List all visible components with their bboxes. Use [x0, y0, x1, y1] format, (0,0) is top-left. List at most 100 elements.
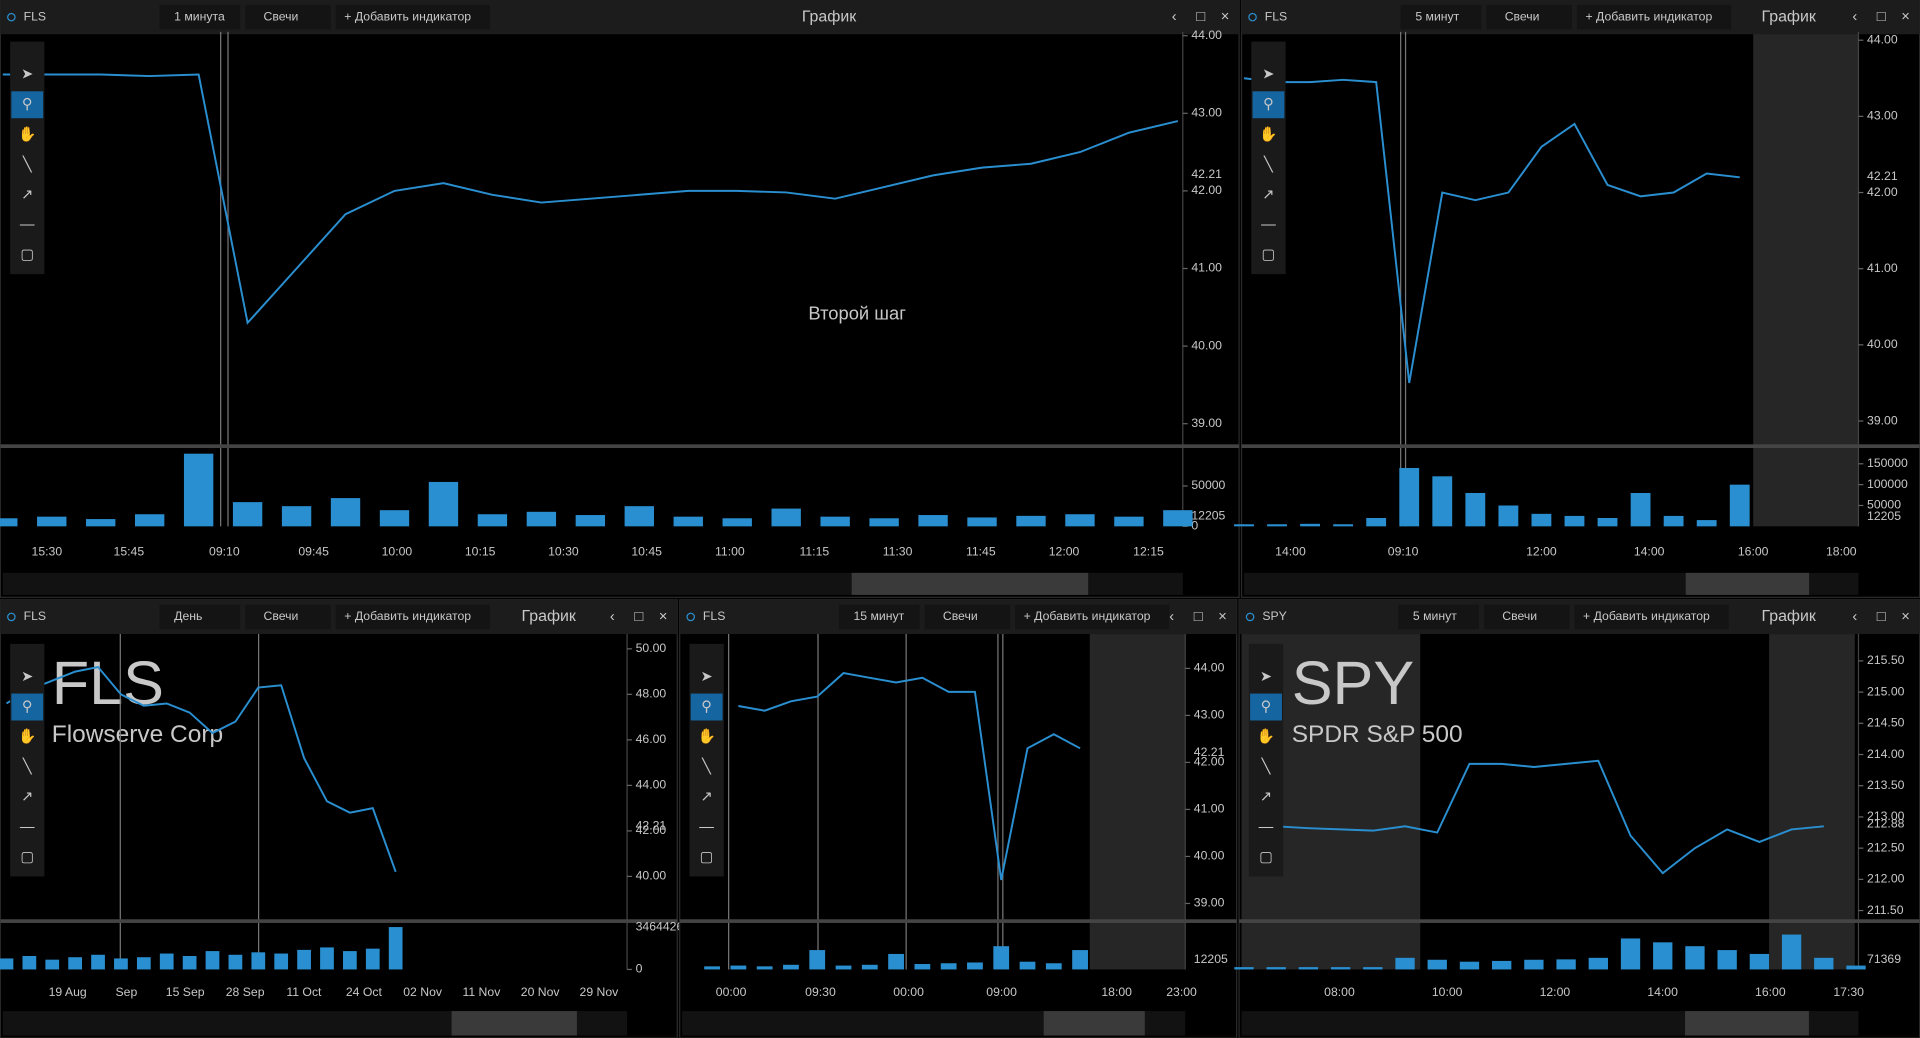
tool-hline[interactable]: — [699, 819, 714, 835]
tool-hand[interactable]: ✋ [18, 125, 36, 143]
tool-hline[interactable]: — [1259, 819, 1274, 835]
symbol[interactable]: SPY [1262, 609, 1286, 623]
tool-hand[interactable]: ✋ [18, 727, 36, 745]
style-select[interactable] [245, 604, 331, 630]
window-control[interactable]: □ [1194, 609, 1203, 625]
interval[interactable]: 5 минут [1413, 609, 1457, 623]
navigator-thumb[interactable] [1685, 1011, 1809, 1036]
interval[interactable]: 1 минута [174, 9, 225, 23]
tool-zoom[interactable]: ⚲ [22, 699, 33, 715]
interval-select[interactable] [1398, 604, 1479, 630]
symbol[interactable]: FLS [703, 609, 725, 623]
symbol[interactable]: FLS [1265, 9, 1287, 23]
indicator-button[interactable] [335, 4, 490, 30]
tool-active[interactable] [1250, 693, 1282, 721]
tool-hline[interactable]: — [20, 217, 35, 233]
tool-line[interactable]: ╲ [22, 155, 33, 173]
tool-rect[interactable]: ▢ [700, 849, 714, 865]
tool-arrow[interactable]: ➤ [21, 67, 33, 83]
interval-select[interactable] [159, 4, 241, 30]
symbol[interactable]: FLS [24, 609, 46, 623]
tool-line[interactable]: ╲ [1261, 757, 1272, 775]
window-control[interactable]: × [1901, 9, 1910, 25]
window-control[interactable]: × [1901, 609, 1910, 625]
tool-rect[interactable]: ▢ [20, 247, 34, 263]
chart-style[interactable]: Свечи [943, 609, 978, 623]
indicator-button[interactable] [335, 604, 490, 630]
navigator-thumb[interactable] [1685, 572, 1810, 595]
window-control[interactable]: × [659, 609, 668, 625]
navigator-thumb[interactable] [1043, 1011, 1145, 1036]
tool-hand[interactable]: ✋ [1257, 727, 1275, 745]
tool-active[interactable] [1252, 91, 1285, 119]
window-control[interactable]: □ [634, 609, 643, 625]
add-indicator[interactable]: + Добавить индикатор [1585, 9, 1712, 23]
tool-zoom[interactable]: ⚲ [1263, 97, 1274, 113]
window-control[interactable]: ‹ [1852, 609, 1857, 625]
window-control[interactable]: □ [1196, 9, 1205, 25]
style-select[interactable] [1483, 604, 1570, 630]
add-indicator[interactable]: + Добавить индикатор [344, 609, 471, 623]
tool-arrow[interactable]: ➤ [700, 669, 712, 685]
window-control[interactable]: □ [1877, 9, 1886, 25]
tool-ray[interactable]: ↗ [21, 789, 33, 805]
symbol[interactable]: FLS [24, 9, 46, 23]
tool-arrow[interactable]: ➤ [1260, 669, 1272, 685]
add-indicator[interactable]: + Добавить индикатор [1024, 609, 1151, 623]
interval[interactable]: 5 минут [1415, 9, 1459, 23]
chart-style[interactable]: Свечи [264, 9, 299, 23]
tool-line[interactable]: ╲ [22, 757, 33, 775]
style-select[interactable] [245, 4, 331, 30]
navigator-thumb[interactable] [451, 1011, 577, 1036]
tool-rect[interactable]: ▢ [1259, 849, 1273, 865]
tool-hline[interactable]: — [1261, 217, 1276, 233]
tool-hand[interactable]: ✋ [697, 727, 715, 745]
tool-arrow[interactable]: ➤ [1262, 67, 1274, 83]
window-control[interactable]: ‹ [1169, 609, 1174, 625]
tool-ray[interactable]: ↗ [700, 789, 712, 805]
tool-active[interactable] [11, 91, 44, 119]
chart-style[interactable]: Свечи [1502, 609, 1537, 623]
window-control[interactable]: ‹ [1172, 9, 1177, 25]
interval[interactable]: День [174, 609, 202, 623]
tool-zoom[interactable]: ⚲ [1261, 699, 1272, 715]
tool-line[interactable]: ╲ [1263, 155, 1274, 173]
price-tick-label: 214.00 [1867, 747, 1905, 761]
indicator-button[interactable] [1576, 4, 1732, 30]
time-label: 10:30 [548, 544, 579, 558]
volume-bar [134, 514, 165, 527]
interval-select[interactable] [159, 604, 241, 630]
tool-active[interactable] [11, 693, 44, 721]
tool-rect[interactable]: ▢ [1262, 247, 1276, 263]
tool-zoom[interactable]: ⚲ [22, 97, 33, 113]
window-control[interactable]: × [1218, 609, 1227, 625]
tool-rect[interactable]: ▢ [20, 849, 34, 865]
add-indicator[interactable]: + Добавить индикатор [1583, 609, 1710, 623]
tool-zoom[interactable]: ⚲ [701, 699, 712, 715]
add-indicator[interactable]: + Добавить индикатор [344, 9, 471, 23]
tool-active[interactable] [690, 693, 723, 721]
tool-arrow[interactable]: ➤ [21, 669, 33, 685]
interval-select[interactable] [1400, 4, 1482, 30]
tool-line[interactable]: ╲ [701, 757, 712, 775]
tool-ray[interactable]: ↗ [1260, 789, 1272, 805]
chart-style[interactable]: Свечи [1505, 9, 1540, 23]
indicator-button[interactable] [1574, 604, 1729, 630]
tool-hand[interactable]: ✋ [1259, 125, 1277, 143]
interval[interactable]: 15 минут [854, 609, 905, 623]
window-control[interactable]: ‹ [610, 609, 615, 625]
tool-ray[interactable]: ↗ [21, 187, 33, 203]
tool-ray[interactable]: ↗ [1262, 187, 1274, 203]
style-select[interactable] [1486, 4, 1573, 30]
indicator-button[interactable] [1015, 604, 1170, 630]
volume-bar [526, 511, 557, 527]
volume-bar [1653, 942, 1673, 970]
interval-select[interactable] [838, 604, 920, 630]
tool-hline[interactable]: — [20, 819, 35, 835]
window-control[interactable]: ‹ [1852, 9, 1857, 25]
style-select[interactable] [924, 604, 1011, 630]
navigator-thumb[interactable] [851, 572, 1089, 595]
window-control[interactable]: □ [1877, 609, 1886, 625]
window-control[interactable]: × [1221, 9, 1230, 25]
chart-style[interactable]: Свечи [264, 609, 299, 623]
